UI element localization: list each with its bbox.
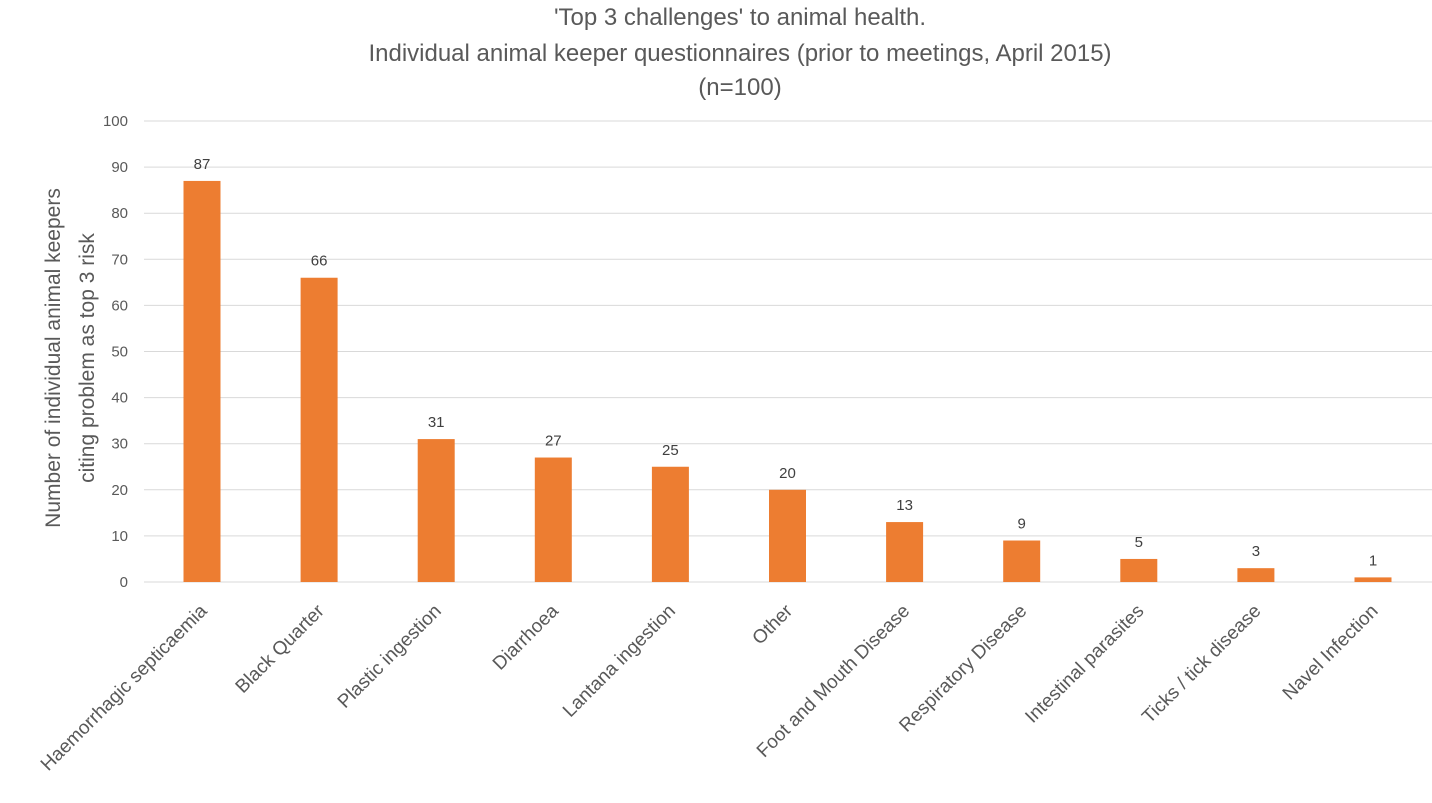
chart-title-line-2: Individual animal keeper questionnaires … xyxy=(368,40,1111,67)
y-tick-label: 40 xyxy=(111,390,128,407)
data-label: 87 xyxy=(194,156,211,173)
chart-title-line-1: 'Top 3 challenges' to animal health. xyxy=(554,4,926,31)
bars xyxy=(183,180,1392,582)
x-category-label: Haemorrhagic septicaemia xyxy=(37,600,212,775)
bar xyxy=(1354,577,1392,582)
bar xyxy=(769,489,806,582)
bar xyxy=(300,277,338,582)
chart-title-line-3: (n=100) xyxy=(698,74,781,101)
chart-title: 'Top 3 challenges' to animal health. Ind… xyxy=(368,4,1111,101)
bar xyxy=(183,180,221,582)
x-category-label: Black Quarter xyxy=(232,600,329,697)
x-axis-categories: Haemorrhagic septicaemia Black Quarter Pla… xyxy=(37,600,1383,775)
x-category-label: Other xyxy=(749,600,798,649)
y-axis-title-line-1: Number of individual animal keepers xyxy=(42,188,65,528)
bar xyxy=(1237,568,1275,582)
y-tick-label: 10 xyxy=(111,528,128,545)
x-category-label: Navel Infection xyxy=(1279,601,1383,705)
data-label: 31 xyxy=(428,414,445,431)
y-tick-label: 20 xyxy=(111,482,128,499)
y-tick-label: 100 xyxy=(103,113,128,130)
y-axis-title-line-2: citing problem as top 3 risk xyxy=(76,233,99,483)
x-category-label: Plastic ingestion xyxy=(334,601,446,713)
x-category-label: Respiratory Disease xyxy=(895,601,1031,737)
y-tick-label: 90 xyxy=(111,159,128,176)
data-label: 27 xyxy=(545,433,562,450)
data-label: 9 xyxy=(1018,516,1026,533)
y-tick-label: 80 xyxy=(111,205,128,222)
bar xyxy=(651,466,689,582)
data-label: 66 xyxy=(311,253,328,270)
x-category-label: Intestinal parasites xyxy=(1021,601,1148,728)
x-category-label: Lantana ingestion xyxy=(559,601,680,722)
y-tick-label: 60 xyxy=(111,297,128,314)
data-label: 1 xyxy=(1369,552,1377,569)
data-label: 5 xyxy=(1135,534,1143,551)
data-label: 13 xyxy=(896,497,913,514)
data-label: 20 xyxy=(779,465,796,482)
y-tick-label: 30 xyxy=(111,436,128,453)
bar xyxy=(886,522,924,582)
bar xyxy=(1120,558,1158,582)
y-tick-label: 0 xyxy=(120,574,128,591)
y-axis-ticks: 0 10 20 30 40 50 60 70 80 90 100 xyxy=(103,113,128,591)
y-tick-label: 70 xyxy=(111,251,128,268)
x-category-label: Diarrhoea xyxy=(489,600,563,674)
y-tick-label: 50 xyxy=(111,344,128,361)
gridlines xyxy=(144,120,1432,583)
x-category-label: Ticks / tick disease xyxy=(1138,601,1265,728)
data-label: 25 xyxy=(662,442,679,459)
bar xyxy=(534,457,572,582)
data-label: 3 xyxy=(1252,543,1260,560)
bar xyxy=(417,439,455,582)
y-axis-title: Number of individual animal keepers citi… xyxy=(42,188,99,528)
bar xyxy=(1003,540,1041,582)
